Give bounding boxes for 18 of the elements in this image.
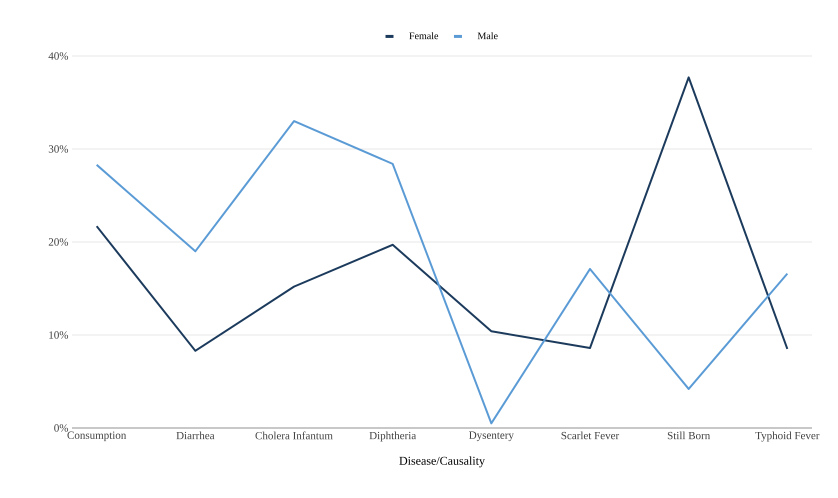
x-tick-label: Typhoid Fever [755,432,820,442]
y-tick-label: 10% [49,331,68,339]
x-axis-title: Disease/Causality [399,456,485,468]
x-tick-label: Diphtheria [369,432,416,442]
y-tick-label: 40% [48,52,68,60]
y-tick-label: 30% [48,145,68,153]
x-tick-label: Consumption [67,432,126,442]
y-tick-label: 20% [48,238,68,246]
line-series [96,120,788,424]
x-tick-label: Diarrhea [176,432,214,440]
y-tick-label: 0% [54,424,68,432]
x-tick-label: Cholera Infantum [256,432,333,440]
line-series [96,76,788,352]
legend-label: Male [478,32,498,40]
x-tick-label: Still Born [668,432,710,440]
x-tick-label: Scarlet Fever [562,432,620,440]
legend-label: Female [409,32,438,40]
x-tick-label: Dysentery [469,432,514,442]
